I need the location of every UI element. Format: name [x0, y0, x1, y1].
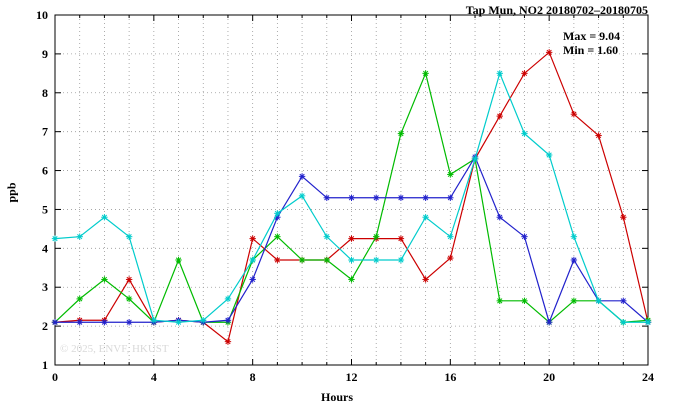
svg-text:5: 5 [42, 202, 48, 216]
svg-text:16: 16 [444, 370, 456, 384]
svg-text:2: 2 [42, 319, 48, 333]
svg-text:12: 12 [346, 370, 358, 384]
svg-text:0: 0 [52, 370, 58, 384]
x-axis-label: Hours [320, 390, 353, 404]
svg-text:4: 4 [151, 370, 157, 384]
min-annotation: Min = 1.60 [563, 43, 619, 57]
svg-text:8: 8 [250, 370, 256, 384]
svg-text:9: 9 [42, 47, 48, 61]
y-axis-label: ppb [4, 182, 19, 203]
svg-text:20: 20 [543, 370, 555, 384]
svg-text:3: 3 [42, 280, 48, 294]
chart-title: Tap Mun, NO2 20180702–20180705 [465, 3, 648, 17]
svg-text:1: 1 [42, 358, 48, 372]
svg-text:10: 10 [36, 8, 48, 22]
svg-text:6: 6 [42, 164, 48, 178]
svg-text:7: 7 [42, 125, 48, 139]
svg-text:4: 4 [42, 241, 48, 255]
watermark: © 2025, ENVF, HKUST [60, 343, 169, 355]
svg-text:24: 24 [642, 370, 654, 384]
max-annotation: Max = 9.04 [563, 29, 621, 43]
svg-text:8: 8 [42, 86, 48, 100]
